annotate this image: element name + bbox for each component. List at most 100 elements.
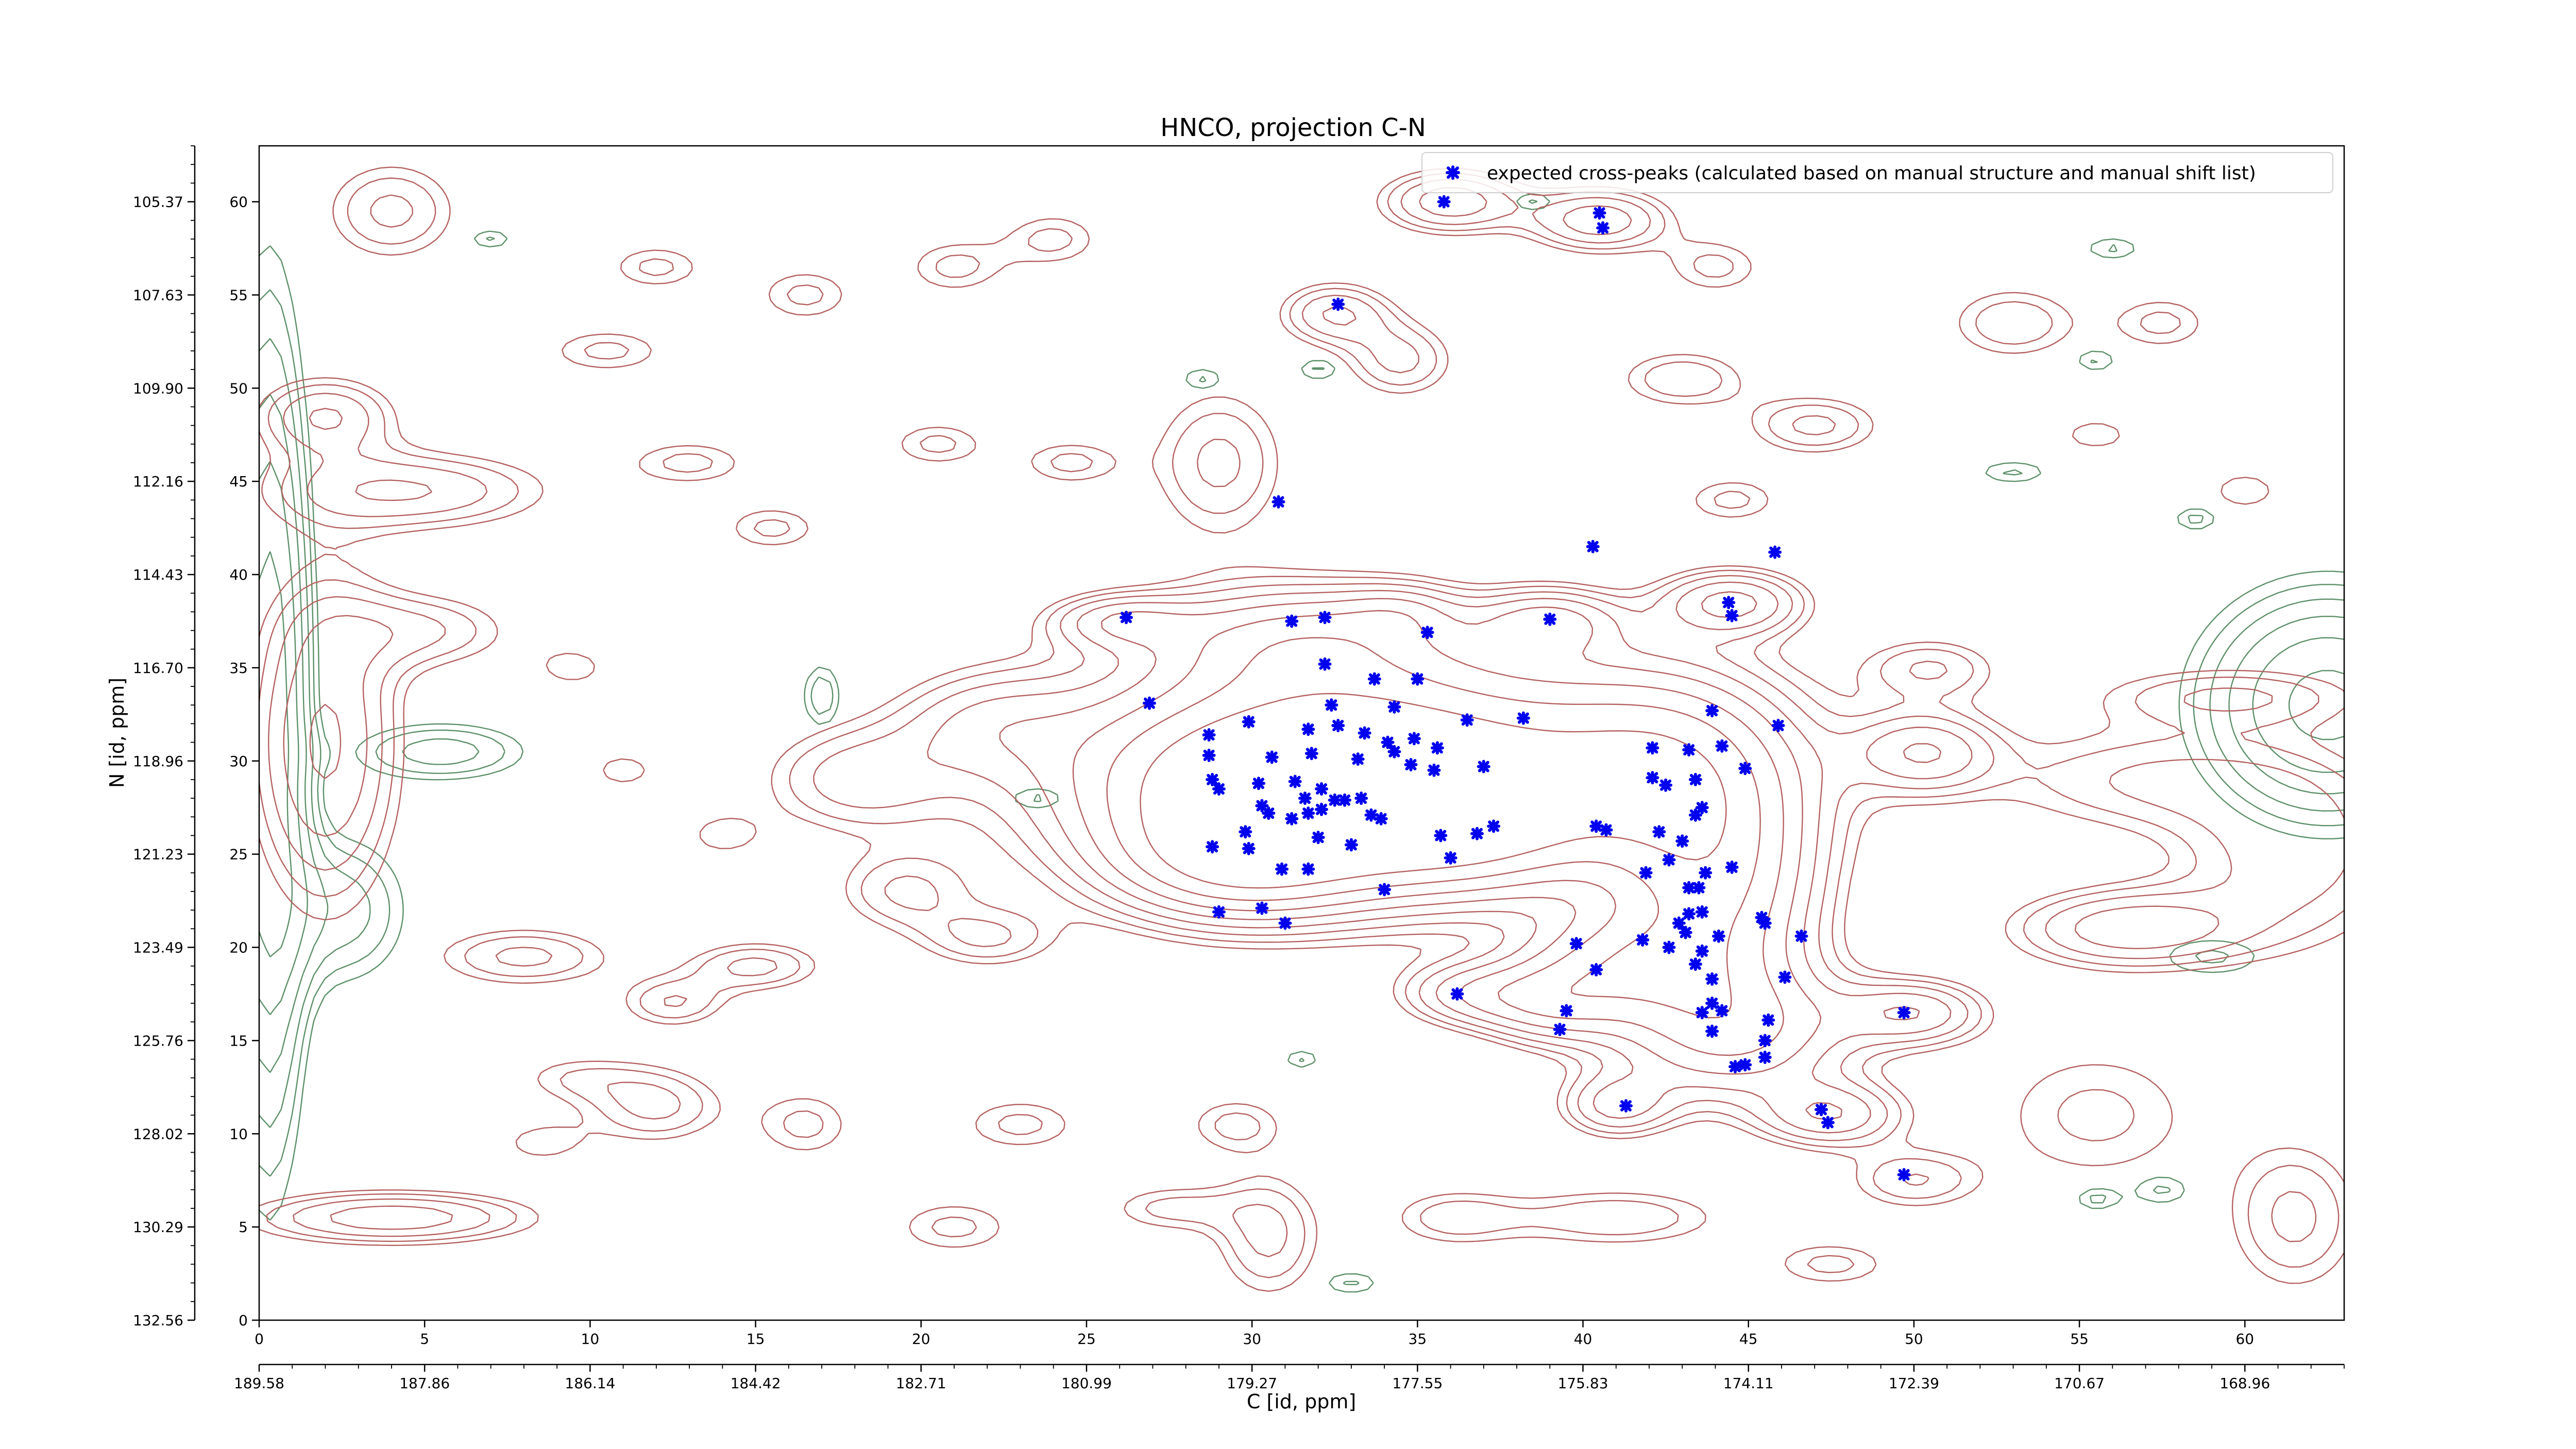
y-ppm-tick-label: 105.37 <box>133 194 183 211</box>
y-ppm-tick-label: 116.70 <box>133 660 183 677</box>
positive-contour-level-8 <box>1140 693 1727 889</box>
cross-peak-marker <box>1682 743 1696 757</box>
positive-contour-level-1 <box>259 166 2344 1292</box>
cross-peak-marker <box>1285 812 1299 825</box>
cross-peak-marker <box>1278 916 1292 930</box>
y-ppm-tick-label: 114.43 <box>133 566 183 583</box>
cross-peak-marker <box>1821 1116 1835 1130</box>
cross-peak-marker <box>1404 758 1418 771</box>
negative-contour-level-1 <box>259 193 2344 1293</box>
cross-peak-marker <box>1599 823 1613 837</box>
cross-peak-marker <box>1318 657 1332 671</box>
cross-peak-marker <box>1212 782 1226 796</box>
x-tick-label: 50 <box>1905 1330 1923 1347</box>
cross-peak-marker <box>1212 905 1226 919</box>
cross-peak-marker <box>1778 970 1792 984</box>
y-tick-label: 35 <box>229 660 248 677</box>
y-ppm-tick-label: 132.56 <box>133 1312 183 1329</box>
cross-peak-marker <box>1695 905 1709 919</box>
cross-peak-marker <box>1242 841 1256 855</box>
cross-peak-marker <box>1738 1058 1752 1072</box>
cross-peak-marker <box>1646 741 1659 755</box>
cross-peak-marker <box>1771 719 1785 732</box>
cross-peak-marker <box>1672 916 1686 930</box>
cross-peak-marker <box>1242 715 1256 729</box>
cross-peak-marker <box>1728 1060 1742 1073</box>
cross-peak-marker <box>1143 696 1156 710</box>
cross-peak-marker <box>1682 881 1696 895</box>
x-ppm-tick-label: 179.27 <box>1227 1375 1277 1392</box>
y-ppm-axis: 132.56 130.29 128.02 125.76 123.49 121.23 118.… <box>133 145 196 1329</box>
y-tick-label: 30 <box>229 753 248 770</box>
cross-peak-marker <box>1206 772 1219 786</box>
x-tick-label: 55 <box>2070 1330 2089 1347</box>
cross-peak-marker <box>1675 834 1689 848</box>
x-ppm-tick-label: 168.96 <box>2219 1375 2270 1392</box>
cross-peak-marker <box>1358 726 1371 740</box>
cross-peak-marker <box>1646 771 1659 785</box>
cross-peak-marker <box>1725 609 1739 622</box>
cross-peak-marker <box>1434 829 1448 843</box>
legend: expected cross-peaks (calculated based o… <box>1421 152 2333 193</box>
cross-peak-marker <box>1596 221 1610 235</box>
cross-peak-marker <box>1272 495 1285 509</box>
x-tick-label: 5 <box>420 1330 429 1347</box>
cross-peak-marker <box>1722 596 1736 610</box>
cross-peak-marker <box>1252 777 1265 790</box>
cross-peak-marker <box>1381 735 1395 749</box>
y-axis: 0 5 10 15 20 25 30 35 40 45 50 55 60 <box>229 194 259 1329</box>
cross-peak-marker <box>1239 825 1252 839</box>
x-ppm-tick-label: 180.99 <box>1061 1375 1112 1392</box>
cross-peak-marker <box>1725 861 1739 874</box>
x-ppm-tick-label: 182.71 <box>896 1375 946 1392</box>
x-ppm-axis: 189.58 187.86 186.14 184.42 182.71 180.99 179.… <box>234 1363 2345 1392</box>
x-tick-label: 60 <box>2235 1330 2254 1347</box>
cross-peak-marker <box>1325 698 1338 712</box>
y-tick-label: 45 <box>229 473 248 490</box>
cross-peak-marker <box>1487 819 1501 833</box>
cross-peak-marker <box>1304 747 1318 761</box>
cross-peak-marker <box>1331 297 1345 311</box>
x-ppm-tick-label: 186.14 <box>565 1375 615 1392</box>
chart-title: HNCO, projection C-N <box>1160 113 1426 142</box>
cross-peak-marker <box>1636 933 1650 947</box>
cross-peak-marker <box>1705 1024 1719 1038</box>
cross-peak-marker <box>1351 752 1365 766</box>
cross-peak-marker <box>1699 866 1713 880</box>
y-tick-label: 15 <box>229 1032 248 1049</box>
y-ppm-tick-label: 121.23 <box>133 846 183 863</box>
x-ppm-tick-label: 177.55 <box>1392 1375 1443 1392</box>
x-ppm-tick-label: 172.39 <box>1889 1375 1939 1392</box>
contour-layer <box>259 166 2344 1293</box>
cross-peak-marker <box>1387 700 1401 714</box>
cross-peak-marker <box>1206 840 1219 854</box>
cross-peak-marker <box>1711 929 1725 943</box>
y-tick-label: 25 <box>229 846 248 863</box>
x-tick-label: 10 <box>581 1330 600 1347</box>
cross-peak-marker <box>1619 1099 1633 1113</box>
positive-contour-level-3 <box>268 179 2344 1257</box>
cross-peak-marker <box>1705 704 1719 718</box>
x-tick-label: 30 <box>1243 1330 1261 1347</box>
y-tick-label: 40 <box>229 566 248 583</box>
cross-peak-marker <box>1477 760 1490 773</box>
negative-contour-level-5 <box>259 461 2344 1015</box>
cross-peak-marker <box>1553 1022 1567 1036</box>
cross-peak-marker <box>1705 997 1719 1010</box>
negative-contour-level-2 <box>259 199 2344 1286</box>
y-axis-title: N [id, ppm] <box>106 678 128 788</box>
cross-peak-marker <box>1437 195 1451 209</box>
cross-peak-marker <box>1430 741 1444 755</box>
cross-peak-marker <box>1387 745 1401 759</box>
cross-peak-marker <box>1815 1103 1828 1117</box>
y-ppm-tick-label: 107.63 <box>133 287 183 304</box>
cross-peak-marker <box>1338 793 1351 807</box>
y-tick-label: 60 <box>229 194 248 211</box>
cross-peak-marker <box>1662 853 1676 867</box>
y-tick-label: 10 <box>229 1125 248 1142</box>
cross-peak-marker <box>1715 739 1729 753</box>
cross-peak-marker <box>1543 612 1557 626</box>
cross-peak-marker <box>1285 614 1299 628</box>
y-ppm-tick-label: 128.02 <box>133 1125 183 1142</box>
